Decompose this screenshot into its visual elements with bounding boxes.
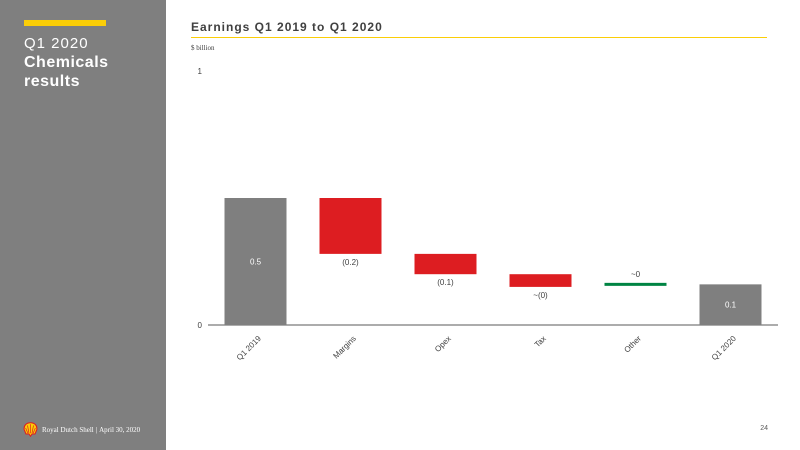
bar-margins: [319, 198, 382, 254]
bar-q1-2020: [699, 284, 762, 325]
x-tick-label: Opex: [433, 334, 453, 354]
y-axis-unit-label: $ billion: [191, 44, 215, 52]
sidebar-title: Chemicals results: [24, 54, 109, 90]
bar-other: [604, 282, 667, 286]
footer-date: April 30, 2020: [99, 426, 141, 434]
bar-q1-2019: [224, 198, 287, 325]
accent-bar: [24, 20, 106, 26]
footer-text: Royal Dutch Shell | April 30, 2020: [42, 426, 141, 434]
x-tick-label: Q1 2019: [235, 334, 263, 362]
bar-tax: [509, 274, 572, 287]
shell-logo-icon: [23, 422, 38, 437]
title-rule: [191, 37, 767, 38]
x-tick-label: Tax: [533, 334, 548, 349]
data-label: (0.1): [437, 278, 454, 287]
page-number: 24: [760, 425, 768, 432]
x-tick-label: Q1 2020: [710, 334, 738, 362]
data-label: 0.5: [250, 258, 262, 267]
bar-opex: [414, 253, 477, 275]
data-label: ~0: [631, 270, 641, 279]
y-tick-label: 1: [198, 67, 203, 76]
x-tick-label: Margins: [331, 334, 357, 360]
chart-title: Earnings Q1 2019 to Q1 2020: [191, 20, 383, 34]
x-tick-label: Other: [622, 334, 643, 355]
sidebar: Q1 2020 Chemicals results Royal Dutch Sh…: [0, 0, 166, 450]
data-label: (0.2): [342, 258, 359, 267]
data-label: ~(0): [533, 291, 548, 300]
footer-company: Royal Dutch Shell: [42, 426, 94, 434]
sidebar-quarter: Q1 2020: [24, 35, 89, 52]
data-label: 0.1: [725, 301, 737, 310]
y-tick-label: 0: [198, 321, 203, 330]
waterfall-chart: 0 1 0.5 Q1 2019 (0.2) Margins (0.1) Opex ~(0) Tax…: [198, 67, 778, 362]
